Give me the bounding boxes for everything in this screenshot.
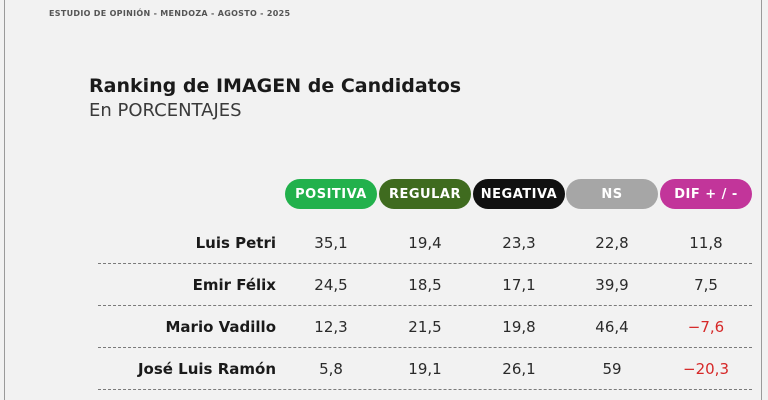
row-divider bbox=[98, 305, 752, 306]
value-ns: 39,9 bbox=[595, 276, 629, 294]
value-regular: 18,5 bbox=[408, 276, 442, 294]
table-row: Mario Vadillo 12,3 21,5 19,8 46,4 −7,6 bbox=[0, 306, 768, 348]
table-row: José Luis Ramón 5,8 19,1 26,1 59 −20,3 bbox=[0, 348, 768, 390]
value-regular: 21,5 bbox=[408, 318, 442, 336]
table-row: Emir Félix 24,5 18,5 17,1 39,9 7,5 bbox=[0, 264, 768, 306]
value-ns: 59 bbox=[602, 360, 622, 378]
value-positiva: 24,5 bbox=[314, 276, 348, 294]
value-dif: 7,5 bbox=[694, 276, 718, 294]
row-divider bbox=[98, 263, 752, 264]
value-negativa: 26,1 bbox=[502, 360, 536, 378]
value-negativa: 19,8 bbox=[502, 318, 536, 336]
chart-subtitle: En PORCENTAJES bbox=[89, 100, 242, 121]
frame bbox=[4, 0, 762, 400]
column-header-negativa: NEGATIVA bbox=[473, 179, 565, 209]
value-negativa: 23,3 bbox=[502, 234, 536, 252]
value-negativa: 17,1 bbox=[502, 276, 536, 294]
column-header-positiva: POSITIVA bbox=[285, 179, 377, 209]
study-header: ESTUDIO DE OPINIÓN - MENDOZA - AGOSTO - … bbox=[49, 9, 291, 18]
value-ns: 22,8 bbox=[595, 234, 629, 252]
candidate-name: Mario Vadillo bbox=[165, 318, 277, 336]
value-dif: −7,6 bbox=[687, 318, 725, 336]
candidate-name: Luis Petri bbox=[195, 234, 276, 252]
row-divider bbox=[98, 347, 752, 348]
value-dif: 11,8 bbox=[689, 234, 723, 252]
value-regular: 19,4 bbox=[408, 234, 442, 252]
row-divider bbox=[98, 389, 752, 390]
candidate-name: José Luis Ramón bbox=[137, 360, 276, 378]
chart-title: Ranking de IMAGEN de Candidatos bbox=[89, 75, 462, 97]
value-positiva: 12,3 bbox=[314, 318, 348, 336]
value-positiva: 5,8 bbox=[319, 360, 343, 378]
column-header-regular: REGULAR bbox=[379, 179, 471, 209]
column-headers: POSITIVA REGULAR NEGATIVA NS DIF + / - bbox=[0, 179, 768, 209]
column-header-ns: NS bbox=[566, 179, 658, 209]
value-dif: −20,3 bbox=[683, 360, 729, 378]
value-ns: 46,4 bbox=[595, 318, 629, 336]
value-positiva: 35,1 bbox=[314, 234, 348, 252]
candidate-name: Emir Félix bbox=[192, 276, 276, 294]
table-row: Luis Petri 35,1 19,4 23,3 22,8 11,8 bbox=[0, 222, 768, 264]
value-regular: 19,1 bbox=[408, 360, 442, 378]
column-header-dif: DIF + / - bbox=[660, 179, 752, 209]
